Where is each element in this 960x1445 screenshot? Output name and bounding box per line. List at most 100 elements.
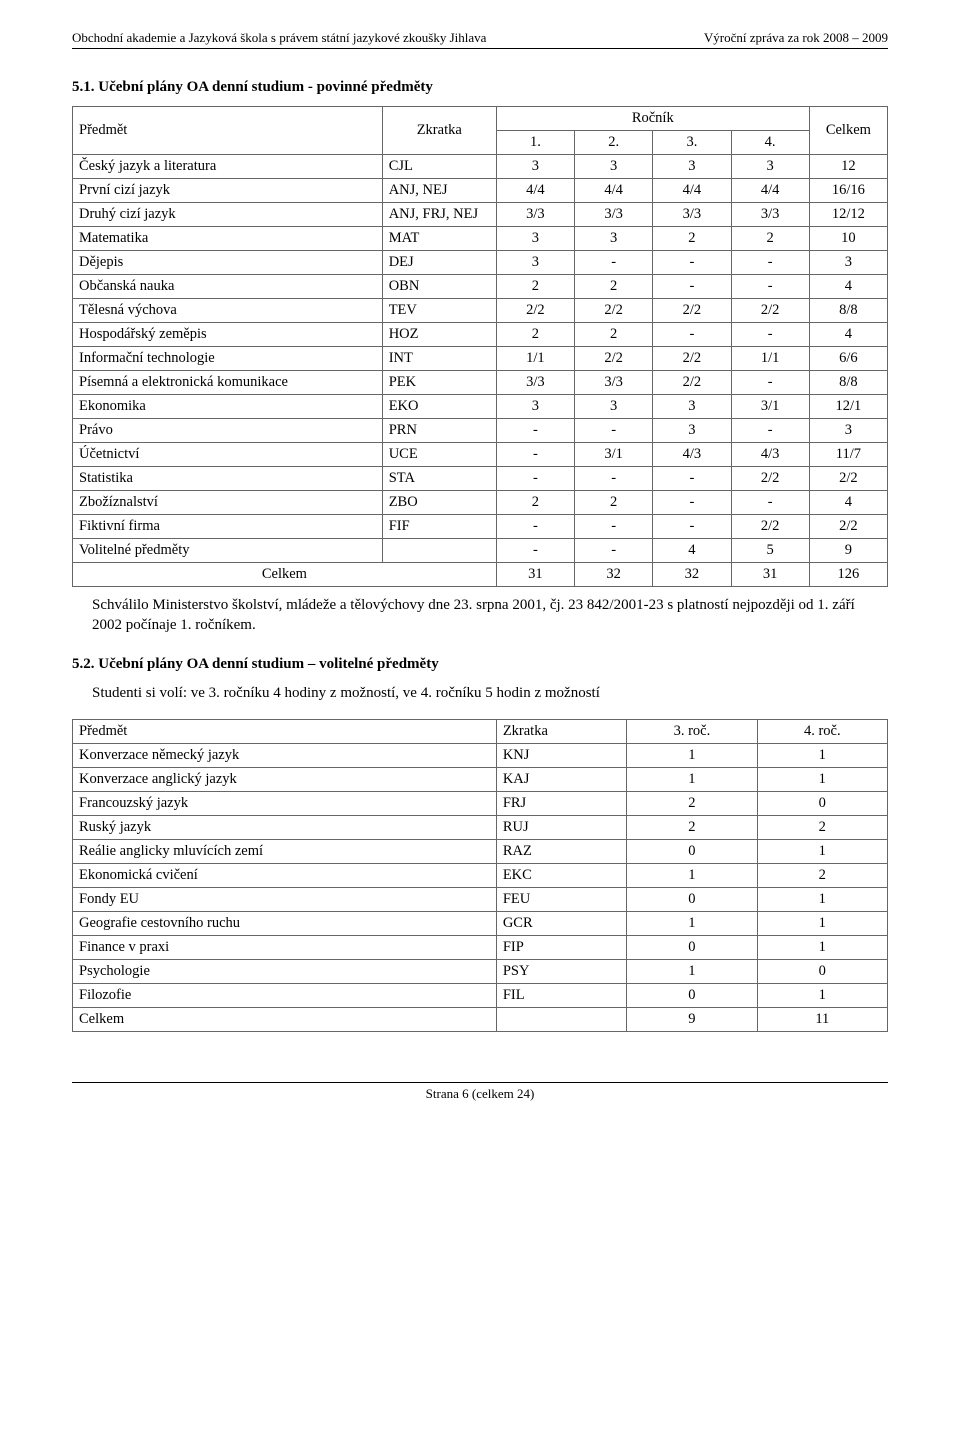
cell-abbrev: STA xyxy=(382,467,496,491)
table-row: ÚčetnictvíUCE-3/14/34/311/7 xyxy=(73,443,888,467)
col-total: Celkem xyxy=(809,107,887,155)
cell-subject: Fiktivní firma xyxy=(73,515,383,539)
cell-value: 0 xyxy=(627,935,757,959)
cell-subject: Účetnictví xyxy=(73,443,383,467)
cell-value: 3 xyxy=(496,227,574,251)
col-subject: Předmět xyxy=(73,719,497,743)
cell-value: - xyxy=(496,539,574,563)
cell-total-value: 11 xyxy=(757,1007,887,1031)
cell-value: 4/4 xyxy=(575,179,653,203)
cell-abbrev: RAZ xyxy=(496,839,626,863)
cell-value: - xyxy=(731,251,809,275)
cell-abbrev: TEV xyxy=(382,299,496,323)
page-footer: Strana 6 (celkem 24) xyxy=(72,1082,888,1102)
cell-value: 3/1 xyxy=(731,395,809,419)
cell-value: 3 xyxy=(575,227,653,251)
cell-value: - xyxy=(731,491,809,515)
header-right: Výroční zpráva za rok 2008 – 2009 xyxy=(704,30,888,46)
cell-value: 2 xyxy=(627,815,757,839)
table-row: PsychologiePSY10 xyxy=(73,959,888,983)
table-row: PrávoPRN--3-3 xyxy=(73,419,888,443)
table-row: Volitelné předměty--459 xyxy=(73,539,888,563)
cell-abbrev: PEK xyxy=(382,371,496,395)
cell-value: 1 xyxy=(627,959,757,983)
cell-value: 2 xyxy=(496,491,574,515)
cell-value: 2/2 xyxy=(575,347,653,371)
cell-subject: Ruský jazyk xyxy=(73,815,497,839)
col-abbrev: Zkratka xyxy=(496,719,626,743)
cell-value: 3 xyxy=(496,155,574,179)
table-row: Informační technologieINT1/12/22/21/16/6 xyxy=(73,347,888,371)
cell-value: 2 xyxy=(757,863,887,887)
table-row: Ekonomická cvičeníEKC12 xyxy=(73,863,888,887)
cell-value: 2/2 xyxy=(731,467,809,491)
cell-value: 16/16 xyxy=(809,179,887,203)
cell-value: 3 xyxy=(496,251,574,275)
cell-subject: Dějepis xyxy=(73,251,383,275)
col-subject: Předmět xyxy=(73,107,383,155)
cell-abbrev: ANJ, FRJ, NEJ xyxy=(382,203,496,227)
cell-subject: Geografie cestovního ruchu xyxy=(73,911,497,935)
cell-value: 3 xyxy=(653,395,731,419)
page-number: Strana 6 (celkem 24) xyxy=(426,1086,535,1101)
cell-abbrev: PSY xyxy=(496,959,626,983)
cell-value: 1 xyxy=(757,743,887,767)
cell-value: - xyxy=(653,323,731,347)
cell-abbrev: FIL xyxy=(496,983,626,1007)
cell-value: - xyxy=(496,443,574,467)
table-row: Konverzace anglický jazykKAJ11 xyxy=(73,767,888,791)
cell-value: - xyxy=(496,515,574,539)
table-row: EkonomikaEKO3333/112/1 xyxy=(73,395,888,419)
table-row: Reálie anglicky mluvících zemíRAZ01 xyxy=(73,839,888,863)
cell-total-value: 31 xyxy=(731,563,809,587)
cell-value: 3 xyxy=(496,395,574,419)
cell-subject: Český jazyk a literatura xyxy=(73,155,383,179)
cell-total-value: 32 xyxy=(653,563,731,587)
cell-value: 1 xyxy=(757,911,887,935)
cell-value: - xyxy=(575,515,653,539)
cell-value: 12/12 xyxy=(809,203,887,227)
cell-value: 4 xyxy=(653,539,731,563)
col-abbrev: Zkratka xyxy=(382,107,496,155)
cell-total-label: Celkem xyxy=(73,563,497,587)
col-year-group: Ročník xyxy=(496,107,809,131)
cell-subject: Fondy EU xyxy=(73,887,497,911)
cell-total-label: Celkem xyxy=(73,1007,497,1031)
cell-value: 4 xyxy=(809,491,887,515)
col-year3: 3. roč. xyxy=(627,719,757,743)
cell-subject: Informační technologie xyxy=(73,347,383,371)
cell-subject: Druhý cizí jazyk xyxy=(73,203,383,227)
cell-subject: Finance v praxi xyxy=(73,935,497,959)
cell-value: 2/2 xyxy=(653,299,731,323)
cell-value: - xyxy=(653,491,731,515)
col-year4: 4. roč. xyxy=(757,719,887,743)
cell-subject: Matematika xyxy=(73,227,383,251)
cell-value: 1 xyxy=(757,983,887,1007)
section-5-1-heading: 5.1. Učební plány OA denní studium - pov… xyxy=(72,79,888,96)
cell-subject: Tělesná výchova xyxy=(73,299,383,323)
cell-subject: Psychologie xyxy=(73,959,497,983)
header-left: Obchodní akademie a Jazyková škola s prá… xyxy=(72,30,486,46)
cell-value: 3 xyxy=(653,419,731,443)
cell-value: 1 xyxy=(757,935,887,959)
cell-value: 12/1 xyxy=(809,395,887,419)
cell-abbrev: FRJ xyxy=(496,791,626,815)
cell-value: - xyxy=(653,515,731,539)
cell-value: - xyxy=(575,467,653,491)
cell-empty xyxy=(496,1007,626,1031)
table-row: Ruský jazykRUJ22 xyxy=(73,815,888,839)
cell-abbrev: PRN xyxy=(382,419,496,443)
cell-subject: Hospodářský zeměpis xyxy=(73,323,383,347)
approval-note: Schválilo Ministerstvo školství, mládeže… xyxy=(92,595,888,636)
cell-value: 0 xyxy=(627,887,757,911)
cell-value: 3/3 xyxy=(496,203,574,227)
cell-subject: Písemná a elektronická komunikace xyxy=(73,371,383,395)
cell-value: 3 xyxy=(575,155,653,179)
cell-value: 8/8 xyxy=(809,299,887,323)
curriculum-table-elective: Předmět Zkratka 3. roč. 4. roč. Konverza… xyxy=(72,719,888,1032)
cell-abbrev: MAT xyxy=(382,227,496,251)
cell-value: - xyxy=(731,275,809,299)
cell-value: 2 xyxy=(496,275,574,299)
cell-value: - xyxy=(731,323,809,347)
table-row: Druhý cizí jazykANJ, FRJ, NEJ3/33/33/33/… xyxy=(73,203,888,227)
